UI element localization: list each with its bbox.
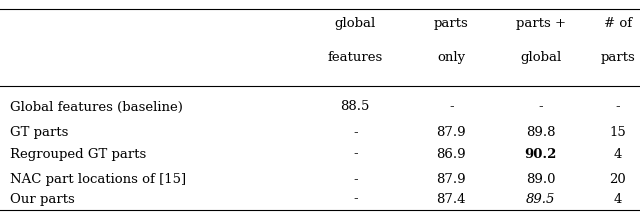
Text: global: global [520, 51, 561, 64]
Text: -: - [353, 148, 358, 160]
Text: global: global [335, 17, 376, 30]
Text: 86.9: 86.9 [436, 148, 466, 160]
Text: -: - [615, 101, 620, 113]
Text: 88.5: 88.5 [340, 101, 370, 113]
Text: -: - [353, 126, 358, 139]
Text: 87.4: 87.4 [436, 193, 466, 205]
Text: -: - [449, 101, 454, 113]
Text: parts: parts [434, 17, 468, 30]
Text: Global features (baseline): Global features (baseline) [10, 101, 182, 113]
Text: 87.9: 87.9 [436, 126, 466, 139]
Text: 20: 20 [609, 173, 626, 186]
Text: 4: 4 [613, 193, 622, 205]
Text: 89.8: 89.8 [526, 126, 556, 139]
Text: 4: 4 [613, 148, 622, 160]
Text: 15: 15 [609, 126, 626, 139]
Text: parts: parts [600, 51, 635, 64]
Text: NAC part locations of [15]: NAC part locations of [15] [10, 173, 186, 186]
Text: 89.0: 89.0 [526, 173, 556, 186]
Text: only: only [437, 51, 465, 64]
Text: GT parts: GT parts [10, 126, 68, 139]
Text: 89.5: 89.5 [526, 193, 556, 205]
Text: 90.2: 90.2 [525, 148, 557, 160]
Text: -: - [538, 101, 543, 113]
Text: Regrouped GT parts: Regrouped GT parts [10, 148, 146, 160]
Text: -: - [353, 193, 358, 205]
Text: -: - [353, 173, 358, 186]
Text: features: features [328, 51, 383, 64]
Text: Our parts: Our parts [10, 193, 74, 205]
Text: # of: # of [604, 17, 632, 30]
Text: parts +: parts + [516, 17, 566, 30]
Text: 87.9: 87.9 [436, 173, 466, 186]
